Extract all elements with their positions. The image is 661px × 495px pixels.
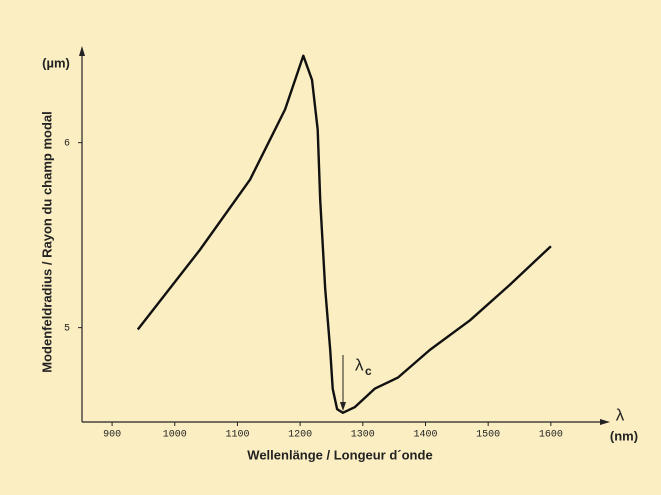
x-axis-label: Wellenlänge / Longeur d´onde [247,447,432,462]
x-tick-label: 1100 [225,430,249,441]
x-tick-label: 1600 [539,430,563,441]
annotation-subscript: c [365,364,372,378]
x-axis-arrow [600,419,610,425]
x-symbol: λ [616,405,625,424]
x-tick-label: 1000 [163,430,187,441]
y-tick-label: 6 [64,138,70,149]
x-unit: (nm) [610,428,638,443]
annotation-arrowhead [340,402,346,411]
x-tick-label: 1200 [288,430,312,441]
y-axis-arrow [79,46,85,56]
x-tick-label: 1400 [413,430,437,441]
annotation: λ [355,355,364,374]
y-axis-label: Modenfeldradius / Rayon du champ modal [39,111,54,372]
x-tick-label: 900 [103,430,121,441]
x-tick-label: 1500 [476,430,500,441]
curve [136,54,552,414]
x-tick-label: 1300 [351,430,375,441]
y-tick-label: 5 [64,323,70,334]
y-unit: (µm) [42,55,70,70]
